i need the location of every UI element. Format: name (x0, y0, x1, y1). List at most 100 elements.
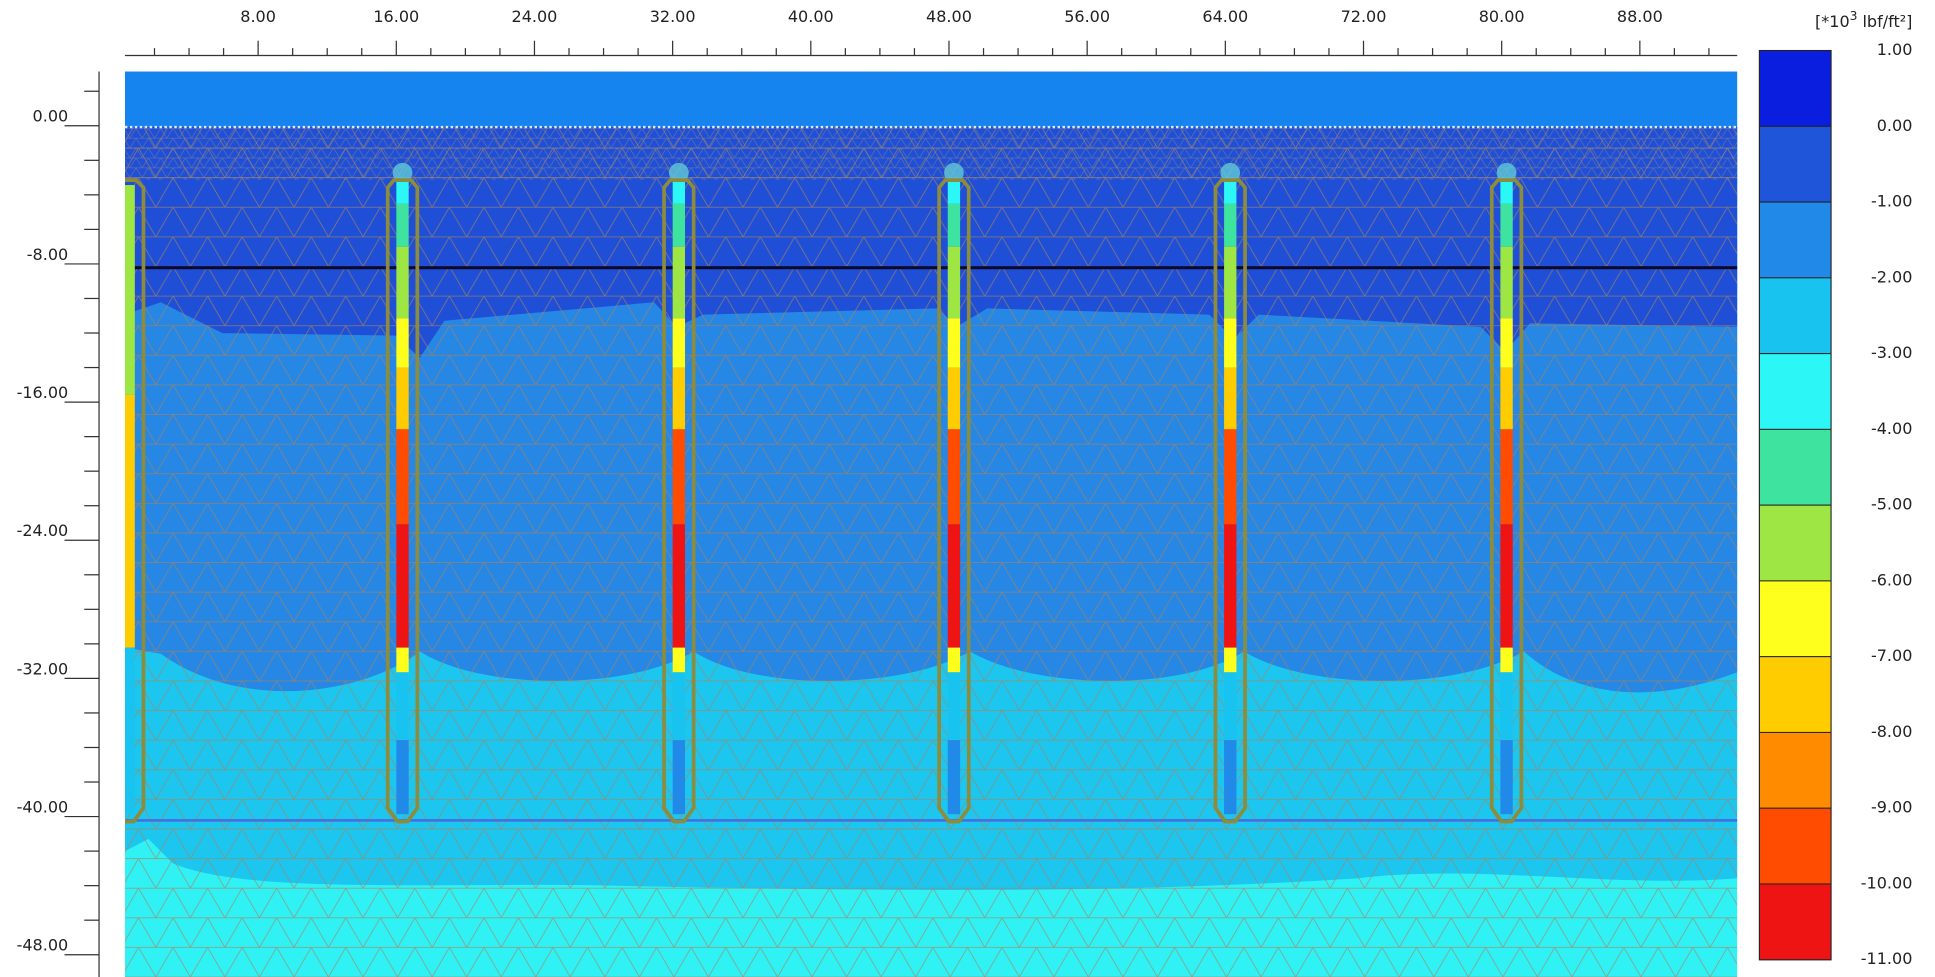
colorbar-label: -8.00 (1871, 722, 1912, 741)
colorbar-band (1758, 656, 1832, 733)
colorbar-label: -11.00 (1861, 949, 1913, 968)
pile-segment (1500, 672, 1513, 741)
pile-segment (672, 524, 686, 648)
pile-segment (396, 524, 409, 648)
y-tick-label: -16.00 (17, 383, 69, 402)
colorbar-label: -9.00 (1871, 798, 1912, 817)
pile-head (1220, 162, 1241, 183)
x-tick-label: 32.00 (650, 7, 696, 26)
piles (124, 162, 1524, 824)
pile-segment (396, 178, 409, 204)
pile-segment (1224, 647, 1237, 673)
y-tick-label: -40.00 (17, 797, 69, 816)
pile-segment (1500, 367, 1513, 430)
colorbar-band (1758, 580, 1832, 658)
pile-segment (672, 429, 686, 525)
pile-head (944, 162, 964, 183)
colorbar-label: 0.00 (1877, 116, 1913, 135)
x-tick-label: 40.00 (788, 7, 834, 26)
unit-suffix: lbf/ft²] (1862, 12, 1912, 31)
pile-segment (1500, 429, 1513, 525)
pile-segment (396, 672, 409, 741)
pile-outline (1489, 178, 1524, 824)
x-tick-label: 16.00 (373, 7, 419, 26)
pile-segment (124, 394, 135, 648)
pile-segment (1500, 203, 1513, 247)
x-tick-label: 80.00 (1479, 7, 1525, 26)
pile-segment (396, 203, 409, 247)
colorbar-label: -6.00 (1871, 570, 1912, 589)
colorbar-label: -1.00 (1871, 192, 1912, 211)
pile-segment (124, 647, 135, 815)
pile-segment (947, 203, 961, 247)
pile-segment (396, 429, 409, 525)
pile-outline (124, 178, 146, 824)
pile-segment (672, 367, 686, 430)
y-tick-label: 0.00 (33, 107, 69, 126)
pile-segment (1224, 203, 1237, 247)
colorbar-band (1758, 277, 1832, 355)
y-tick-label: -48.00 (17, 936, 69, 955)
x-tick-label: 48.00 (926, 7, 972, 26)
pile-segment (672, 203, 686, 247)
pile-segment (1224, 318, 1237, 368)
pile-segment (396, 647, 409, 673)
fine-mesh (124, 128, 1738, 181)
water (124, 71, 1738, 128)
pile-head (392, 162, 413, 183)
pile-segment (947, 647, 961, 673)
y-tick-label: -32.00 (17, 659, 69, 678)
pile-segment (672, 246, 686, 319)
colorbar-band (1758, 50, 1832, 127)
unit-exponent: 3 (1850, 9, 1858, 23)
pile-outline (1213, 178, 1247, 824)
pile-segment (947, 672, 961, 741)
pile-segment (947, 246, 961, 319)
colorbar-band (1758, 428, 1832, 506)
pile-segment (1224, 429, 1237, 525)
pile-segment (1224, 740, 1237, 815)
x-tick-label: 24.00 (512, 7, 558, 26)
colorbar-band (1758, 731, 1832, 809)
pile-segment (1500, 740, 1513, 815)
colorbar-band (1758, 807, 1832, 885)
colorbar-band (1758, 504, 1832, 582)
pile-segment (396, 740, 409, 815)
x-tick-label: 64.00 (1202, 7, 1248, 26)
pile-segment (672, 178, 686, 204)
pile-segment (947, 178, 961, 204)
colorbar-unit: [*103 lbf/ft²] (1815, 9, 1912, 31)
pile-segment (672, 318, 686, 368)
pile-segment (396, 318, 409, 368)
pile-segment (1500, 246, 1513, 319)
x-tick-label: 72.00 (1341, 7, 1387, 26)
pile-segment (947, 740, 961, 815)
colorbar-label: -2.00 (1871, 267, 1912, 286)
colorbar-label: -10.00 (1861, 873, 1913, 892)
y-tick-label: -24.00 (17, 521, 69, 540)
unit-prefix: [*10 (1815, 12, 1850, 31)
colorbar-label: 1.00 (1877, 40, 1913, 59)
y-tick-label: -8.00 (27, 245, 68, 264)
pile-segment (1500, 647, 1513, 673)
pile-segment (1224, 524, 1237, 648)
pile-outline (662, 178, 696, 824)
pile-segment (1500, 178, 1513, 204)
pile-segment (1500, 524, 1513, 648)
pile-segment (672, 672, 686, 741)
pile-head (1496, 162, 1517, 183)
colorbar-band (1758, 883, 1832, 961)
pile-outline (937, 178, 971, 824)
model (124, 71, 1738, 977)
pile-segment (672, 647, 686, 673)
x-tick-label: 56.00 (1064, 7, 1110, 26)
pile-segment (396, 246, 409, 319)
pile-segment (947, 524, 961, 648)
pile-segment (1224, 178, 1237, 204)
pile-segment (947, 367, 961, 430)
x-tick-label: 88.00 (1617, 7, 1663, 26)
pile-segment (124, 185, 135, 395)
colorbar-band (1758, 353, 1832, 430)
